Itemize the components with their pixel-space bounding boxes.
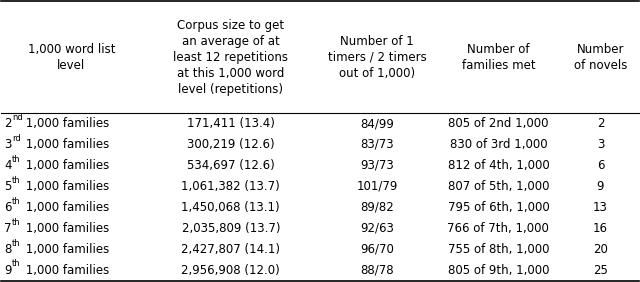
Text: 96/70: 96/70 (360, 243, 394, 256)
Text: 1,000 families: 1,000 families (22, 159, 109, 172)
Text: 92/63: 92/63 (360, 222, 394, 235)
Text: 5: 5 (4, 180, 12, 193)
Text: 1,000 families: 1,000 families (22, 138, 109, 151)
Text: 8: 8 (4, 243, 12, 256)
Text: 1,061,382 (13.7): 1,061,382 (13.7) (181, 180, 280, 193)
Text: 830 of 3rd 1,000: 830 of 3rd 1,000 (450, 138, 547, 151)
Text: 20: 20 (593, 243, 608, 256)
Text: Number
of novels: Number of novels (573, 43, 627, 72)
Text: Number of
families met: Number of families met (461, 43, 535, 72)
Text: 25: 25 (593, 264, 608, 277)
Text: 807 of 5th, 1,000: 807 of 5th, 1,000 (447, 180, 549, 193)
Text: 1,000 word list
level: 1,000 word list level (28, 43, 115, 72)
Text: th: th (12, 239, 21, 248)
Text: 7: 7 (4, 222, 12, 235)
Text: 1,450,068 (13.1): 1,450,068 (13.1) (182, 201, 280, 214)
Text: 2,035,809 (13.7): 2,035,809 (13.7) (182, 222, 280, 235)
Text: 812 of 4th, 1,000: 812 of 4th, 1,000 (447, 159, 549, 172)
Text: 1,000 families: 1,000 families (22, 222, 109, 235)
Text: 89/82: 89/82 (360, 201, 394, 214)
Text: 3: 3 (596, 138, 604, 151)
Text: 6: 6 (596, 159, 604, 172)
Text: 2,427,807 (14.1): 2,427,807 (14.1) (181, 243, 280, 256)
Text: 84/99: 84/99 (360, 117, 394, 130)
Text: 16: 16 (593, 222, 608, 235)
Text: 171,411 (13.4): 171,411 (13.4) (187, 117, 275, 130)
Text: Corpus size to get
an average of at
least 12 repetitions
at this 1,000 word
leve: Corpus size to get an average of at leas… (173, 19, 288, 96)
Text: nd: nd (12, 113, 23, 122)
Text: 13: 13 (593, 201, 608, 214)
Text: 534,697 (12.6): 534,697 (12.6) (187, 159, 275, 172)
Text: 795 of 6th, 1,000: 795 of 6th, 1,000 (447, 201, 549, 214)
Text: 3: 3 (4, 138, 12, 151)
Text: th: th (12, 155, 21, 164)
Text: 93/73: 93/73 (360, 159, 394, 172)
Text: 88/78: 88/78 (360, 264, 394, 277)
Text: th: th (12, 259, 21, 268)
Text: 766 of 7th, 1,000: 766 of 7th, 1,000 (447, 222, 549, 235)
Text: 805 of 9th, 1,000: 805 of 9th, 1,000 (447, 264, 549, 277)
Text: 101/79: 101/79 (356, 180, 398, 193)
Text: 83/73: 83/73 (360, 138, 394, 151)
Text: rd: rd (12, 134, 21, 143)
Text: 1,000 families: 1,000 families (22, 180, 109, 193)
Text: 4: 4 (4, 159, 12, 172)
Text: 755 of 8th, 1,000: 755 of 8th, 1,000 (447, 243, 549, 256)
Text: 1,000 families: 1,000 families (22, 117, 109, 130)
Text: 1,000 families: 1,000 families (22, 264, 109, 277)
Text: Number of 1
timers / 2 timers
out of 1,000): Number of 1 timers / 2 timers out of 1,0… (328, 35, 427, 80)
Text: th: th (12, 218, 21, 227)
Text: th: th (12, 197, 21, 206)
Text: 300,219 (12.6): 300,219 (12.6) (187, 138, 275, 151)
Text: 805 of 2nd 1,000: 805 of 2nd 1,000 (448, 117, 548, 130)
Text: th: th (12, 176, 21, 185)
Text: 1,000 families: 1,000 families (22, 201, 109, 214)
Text: 2: 2 (4, 117, 12, 130)
Text: 9: 9 (4, 264, 12, 277)
Text: 6: 6 (4, 201, 12, 214)
Text: 2: 2 (596, 117, 604, 130)
Text: 9: 9 (596, 180, 604, 193)
Text: 1,000 families: 1,000 families (22, 243, 109, 256)
Text: 2,956,908 (12.0): 2,956,908 (12.0) (181, 264, 280, 277)
